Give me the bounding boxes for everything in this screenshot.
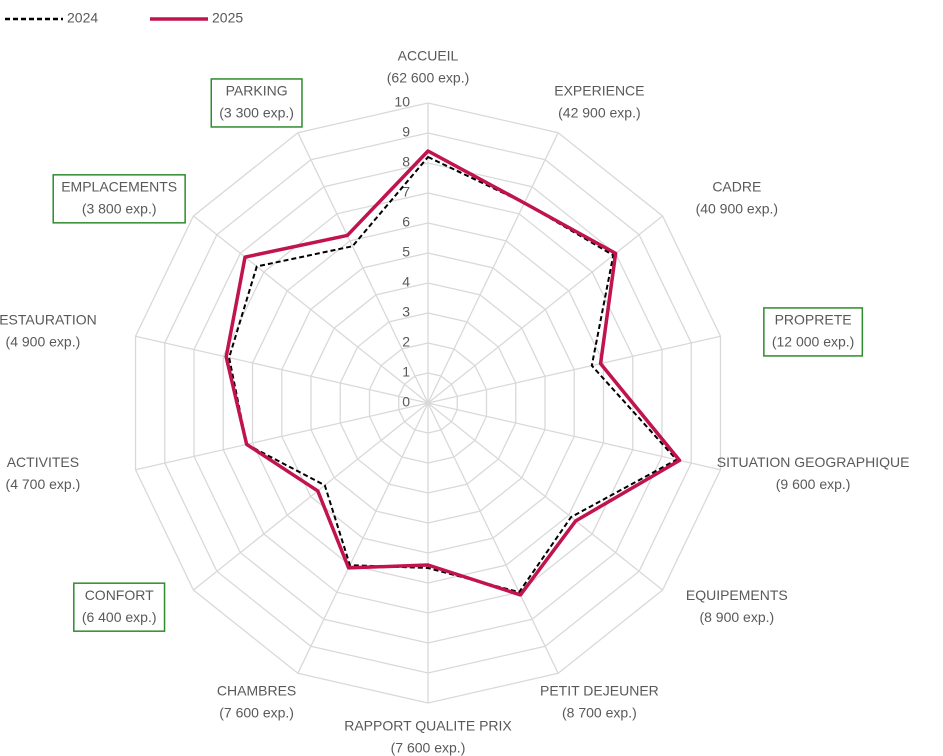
category-count: (7 600 exp.): [219, 705, 294, 721]
category-label: ACTIVITES: [7, 454, 79, 470]
spoke: [427, 402, 721, 471]
category-label: EMPLACEMENTS: [61, 179, 177, 195]
category-label: CONFORT: [85, 587, 154, 603]
spoke: [427, 402, 663, 591]
category-count: (42 900 exp.): [558, 105, 641, 121]
spoke: [427, 402, 559, 674]
category-count: (4 700 exp.): [6, 476, 81, 492]
spoke: [427, 215, 663, 404]
r-tick-label: 2: [402, 334, 410, 350]
category-count: (4 900 exp.): [6, 334, 81, 350]
category-count: (7 600 exp.): [391, 740, 466, 756]
spoke: [297, 132, 429, 404]
highlight-box: [73, 582, 166, 632]
series-line: [228, 156, 678, 594]
spoke: [427, 335, 721, 404]
category-count: (6 400 exp.): [82, 609, 157, 625]
category-label: SITUATION GEOGRAPHIQUE: [717, 454, 910, 470]
r-tick-label: 4: [402, 274, 410, 290]
r-tick-label: 0: [402, 394, 410, 410]
legend-label: 2025: [212, 10, 243, 26]
category-count: (8 900 exp.): [699, 609, 774, 625]
r-tick-label: 3: [402, 304, 410, 320]
category-count: (62 600 exp.): [387, 70, 470, 86]
spoke: [193, 215, 429, 404]
series-line: [224, 149, 682, 597]
category-label: ACCUEIL: [398, 48, 459, 64]
spoke: [135, 402, 429, 471]
category-count: (9 600 exp.): [776, 476, 851, 492]
legend-label: 2024: [67, 10, 98, 26]
category-label: PARKING: [226, 83, 288, 99]
category-count: (8 700 exp.): [562, 705, 637, 721]
r-tick-label: 1: [402, 364, 410, 380]
category-count: (12 000 exp.): [772, 334, 855, 350]
category-count: (3 800 exp.): [82, 201, 157, 217]
highlight-box: [210, 78, 303, 128]
spoke: [135, 335, 429, 404]
spoke: [297, 402, 429, 674]
category-label: CHAMBRES: [217, 683, 296, 699]
r-tick-label: 8: [402, 154, 410, 170]
category-label: EQUIPEMENTS: [686, 587, 788, 603]
category-count: (3 300 exp.): [219, 105, 294, 121]
spoke: [193, 402, 429, 591]
category-label: PETIT DEJEUNER: [540, 683, 659, 699]
r-tick-label: 5: [402, 244, 410, 260]
highlight-box: [763, 307, 864, 357]
highlight-box: [52, 174, 186, 224]
r-tick-label: 6: [402, 214, 410, 230]
category-label: EXPERIENCE: [554, 83, 644, 99]
category-count: (40 900 exp.): [696, 201, 779, 217]
r-tick-label: 9: [402, 124, 410, 140]
r-tick-label: 10: [394, 94, 410, 110]
category-label: RESTAURATION: [0, 312, 97, 328]
category-label: PROPRETE: [775, 312, 852, 328]
r-tick-label: 7: [402, 184, 410, 200]
spoke: [427, 132, 559, 404]
category-label: CADRE: [712, 179, 761, 195]
category-label: RAPPORT QUALITE PRIX: [344, 718, 512, 734]
